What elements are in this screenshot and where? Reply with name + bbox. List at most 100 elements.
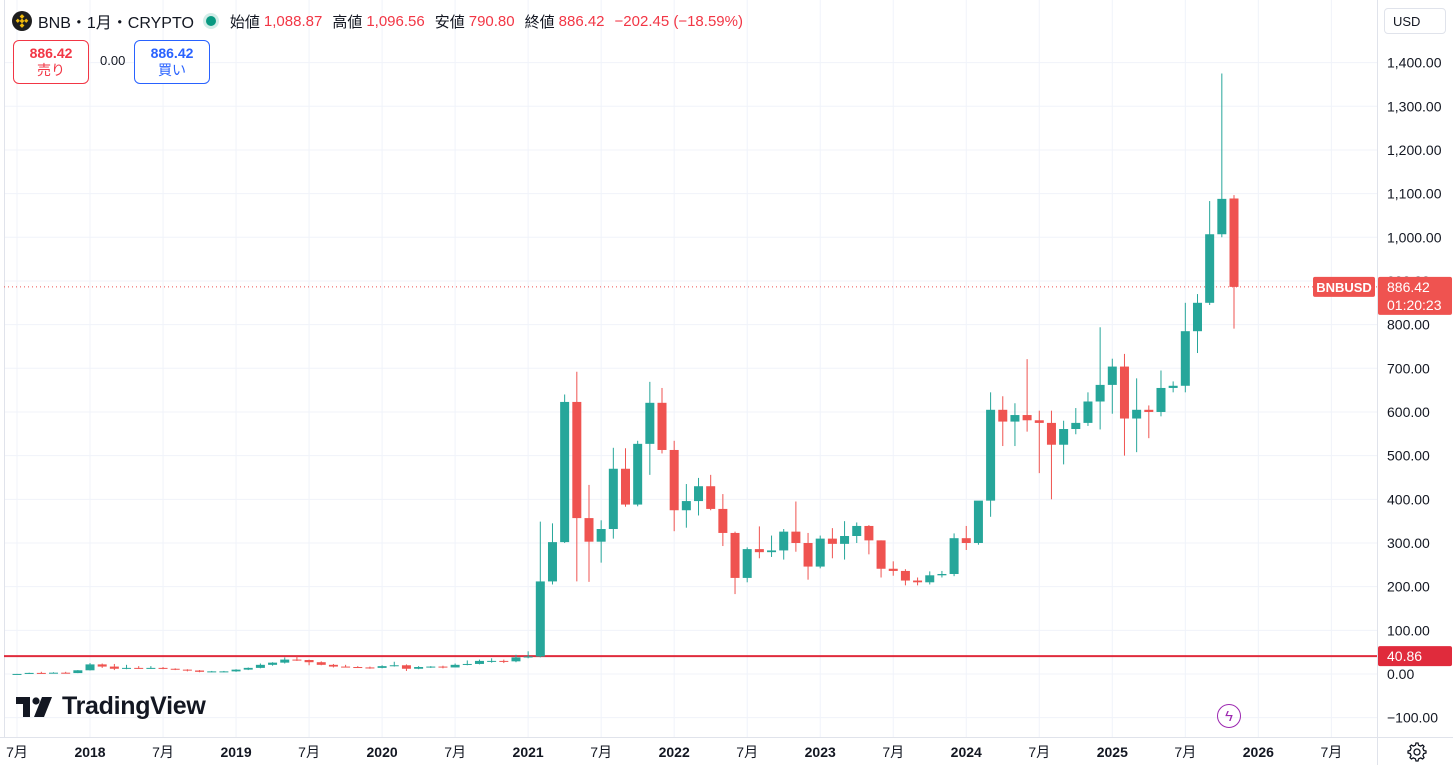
candle[interactable] — [560, 394, 570, 543]
candle[interactable] — [998, 396, 1008, 447]
candle[interactable] — [158, 667, 168, 670]
candle[interactable] — [438, 665, 448, 669]
candle[interactable] — [36, 671, 46, 674]
candle[interactable] — [779, 529, 789, 560]
candle[interactable] — [231, 669, 241, 672]
candle[interactable] — [1107, 358, 1117, 414]
candle[interactable] — [49, 672, 59, 674]
candle[interactable] — [426, 666, 436, 668]
candle[interactable] — [1046, 410, 1056, 500]
candle[interactable] — [852, 522, 862, 543]
candle[interactable] — [61, 671, 71, 674]
candle[interactable] — [1095, 327, 1105, 430]
candle[interactable] — [584, 484, 594, 582]
candle[interactable] — [1229, 195, 1239, 329]
candle[interactable] — [268, 662, 278, 666]
candle[interactable] — [1217, 73, 1227, 238]
candle[interactable] — [316, 661, 326, 666]
candle[interactable] — [1192, 294, 1202, 354]
candle[interactable] — [146, 666, 156, 669]
candle[interactable] — [97, 663, 107, 668]
candle[interactable] — [280, 657, 290, 664]
candle[interactable] — [73, 670, 83, 674]
candle[interactable] — [621, 448, 630, 507]
candle[interactable] — [730, 531, 740, 595]
candle[interactable] — [1071, 408, 1081, 435]
candle[interactable] — [694, 477, 704, 516]
candle[interactable] — [182, 669, 192, 672]
candle[interactable] — [365, 666, 375, 669]
candle[interactable] — [754, 526, 764, 559]
candle[interactable] — [401, 664, 411, 671]
candle[interactable] — [876, 540, 886, 578]
currency-select[interactable]: USD — [1384, 8, 1446, 34]
candle[interactable] — [864, 525, 874, 555]
candle[interactable] — [913, 577, 923, 586]
candle[interactable] — [718, 494, 728, 547]
candle[interactable] — [219, 670, 229, 673]
candle[interactable] — [767, 535, 777, 557]
candle[interactable] — [474, 659, 484, 665]
candle[interactable] — [255, 663, 265, 669]
candle[interactable] — [109, 663, 119, 671]
candle[interactable] — [572, 371, 582, 582]
candle[interactable] — [706, 474, 716, 511]
candle[interactable] — [353, 666, 363, 669]
candle[interactable] — [85, 663, 95, 671]
candle[interactable] — [450, 663, 460, 668]
candle[interactable] — [596, 520, 606, 563]
candle[interactable] — [414, 666, 424, 670]
candle[interactable] — [633, 440, 643, 507]
candle[interactable] — [961, 525, 971, 550]
candle[interactable] — [547, 523, 557, 585]
candle[interactable] — [1119, 353, 1129, 456]
candle[interactable] — [949, 533, 959, 577]
candle[interactable] — [341, 664, 351, 668]
candle[interactable] — [1010, 403, 1020, 447]
candle[interactable] — [487, 658, 497, 663]
candle[interactable] — [608, 447, 618, 539]
settings-gear-icon[interactable] — [1406, 741, 1428, 763]
symbol-title[interactable]: BNB・1月・CRYPTO — [38, 15, 194, 32]
candle[interactable] — [499, 659, 509, 664]
candle[interactable] — [1205, 201, 1215, 305]
candle[interactable] — [1083, 392, 1093, 426]
candle[interactable] — [815, 535, 825, 569]
candle[interactable] — [523, 651, 533, 659]
candle[interactable] — [304, 659, 314, 666]
candle[interactable] — [742, 547, 752, 583]
candle[interactable] — [243, 667, 253, 671]
candle[interactable] — [986, 392, 996, 517]
candle[interactable] — [888, 561, 898, 576]
candle[interactable] — [669, 440, 679, 532]
candle[interactable] — [681, 484, 691, 528]
flash-icon[interactable]: ϟ — [1217, 704, 1241, 728]
candle[interactable] — [657, 387, 667, 454]
candle[interactable] — [207, 670, 217, 673]
sell-button[interactable]: 886.42 売り — [13, 40, 89, 84]
candle[interactable] — [645, 381, 655, 475]
candle[interactable] — [134, 666, 144, 669]
candle[interactable] — [925, 571, 935, 585]
candle[interactable] — [170, 668, 180, 671]
candle[interactable] — [511, 654, 521, 663]
candle[interactable] — [24, 672, 34, 674]
candle[interactable] — [12, 673, 22, 675]
candle[interactable] — [900, 569, 910, 586]
candle[interactable] — [535, 521, 545, 658]
candle[interactable] — [1022, 359, 1032, 432]
candle[interactable] — [1144, 405, 1154, 439]
candle[interactable] — [389, 661, 399, 667]
candle[interactable] — [937, 570, 947, 578]
candle[interactable] — [827, 528, 837, 559]
candle[interactable] — [1034, 410, 1044, 474]
candle[interactable] — [462, 660, 472, 666]
buy-button[interactable]: 886.42 買い — [134, 40, 210, 84]
candle[interactable] — [1059, 420, 1069, 465]
candle[interactable] — [1132, 378, 1142, 453]
candle[interactable] — [195, 670, 205, 673]
candle[interactable] — [1180, 302, 1190, 393]
candle[interactable] — [840, 521, 850, 560]
candle[interactable] — [122, 664, 132, 670]
